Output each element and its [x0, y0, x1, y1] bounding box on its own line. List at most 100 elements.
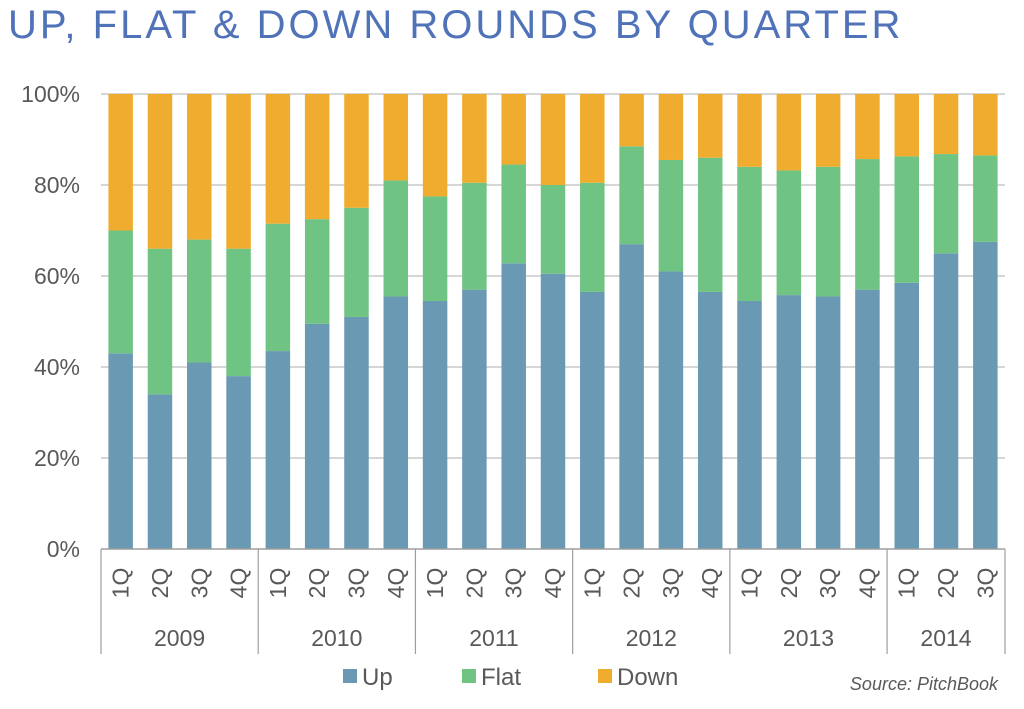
y-tick-label: 40%	[34, 354, 80, 380]
x-tick-label: 4Q	[540, 568, 566, 599]
bar-segment-down	[540, 94, 566, 185]
bar-segment-down	[697, 94, 723, 158]
bar-segment-up	[383, 296, 409, 549]
bar-segment-down	[776, 94, 802, 171]
bar-segment-up	[580, 291, 605, 549]
legend-label-flat: Flat	[481, 664, 521, 691]
y-tick-label: 60%	[34, 263, 80, 289]
x-tick-label: 2Q	[461, 568, 487, 599]
x-tick-label: 4Q	[383, 568, 409, 599]
bar-segment-up	[462, 289, 487, 549]
bar-segment-flat	[344, 207, 369, 317]
bar-segment-up	[815, 296, 841, 549]
bar-segment-flat	[108, 230, 133, 354]
bar-segment-up	[973, 241, 998, 550]
group-label: 2013	[783, 625, 834, 651]
legend-swatch-down	[598, 669, 612, 683]
bar-segment-flat	[265, 223, 291, 352]
x-tick-label: 1Q	[265, 568, 291, 599]
bar-segment-up	[933, 253, 959, 549]
bar-segment-up	[304, 323, 330, 549]
bar-segment-flat	[501, 164, 526, 264]
x-tick-label: 1Q	[108, 568, 134, 599]
x-tick-label: 2Q	[304, 568, 330, 599]
x-tick-label: 1Q	[894, 568, 920, 599]
x-tick-label: 2Q	[619, 568, 645, 599]
bar-segment-up	[344, 316, 369, 549]
bar-segment-down	[619, 94, 644, 147]
bar-segment-down	[108, 94, 133, 231]
bar-segment-up	[894, 282, 919, 549]
y-tick-label: 0%	[47, 536, 80, 562]
bar-segment-down	[855, 94, 880, 160]
legend: Up Flat Down	[343, 664, 678, 691]
bar-segment-flat	[147, 248, 173, 395]
bar-segment-up	[737, 301, 762, 549]
bar-segment-down	[265, 94, 291, 224]
y-tick-label: 20%	[34, 445, 80, 471]
x-tick-label: 3Q	[972, 568, 998, 599]
bar-segment-up	[619, 244, 644, 549]
x-tick-label: 3Q	[658, 568, 684, 599]
bar-segment-up	[226, 376, 251, 549]
x-tick-label: 2Q	[776, 568, 802, 599]
bar-segment-down	[226, 94, 251, 249]
bar-segment-up	[422, 301, 448, 549]
bar-segment-flat	[815, 166, 841, 297]
x-tick-label: 4Q	[854, 568, 880, 599]
bar-segment-flat	[855, 159, 880, 290]
bar-segment-flat	[540, 185, 566, 274]
bar-segment-flat	[894, 156, 919, 283]
legend-label-up: Up	[362, 664, 393, 691]
bar-segment-down	[147, 94, 173, 249]
legend-label-down: Down	[617, 664, 678, 691]
bar-segment-up	[658, 271, 684, 549]
x-tick-label: 4Q	[226, 568, 252, 599]
bar-segment-down	[737, 94, 762, 167]
bars	[108, 94, 998, 550]
bar-segment-flat	[422, 196, 448, 302]
x-tick-label: 2Q	[933, 568, 959, 599]
bar-segment-up	[501, 263, 526, 549]
bar-segment-flat	[973, 155, 998, 242]
bar-segment-down	[501, 94, 526, 165]
x-tick-label: 2Q	[147, 568, 173, 599]
y-tick-label: 80%	[34, 172, 80, 198]
bar-segment-up	[540, 273, 566, 549]
group-label: 2014	[920, 625, 971, 651]
legend-swatch-up	[343, 669, 357, 683]
x-tick-label: 4Q	[697, 568, 723, 599]
x-tick-label: 3Q	[344, 568, 370, 599]
bar-segment-down	[383, 94, 409, 181]
bar-segment-up	[697, 291, 723, 549]
bar-segment-up	[187, 362, 212, 549]
x-tick-label: 1Q	[737, 568, 763, 599]
bar-segment-flat	[658, 159, 684, 272]
bar-segment-flat	[737, 166, 762, 302]
y-axis-ticks: 0% 20% 40% 60% 80% 100%	[21, 81, 80, 562]
group-label: 2011	[469, 625, 518, 651]
bar-segment-flat	[383, 180, 409, 297]
bar-segment-up	[776, 295, 802, 549]
bar-segment-up	[108, 353, 133, 549]
bar-segment-down	[304, 94, 330, 220]
bar-segment-up	[265, 351, 291, 549]
bar-segment-down	[973, 94, 998, 156]
bar-segment-down	[658, 94, 684, 160]
bar-segment-flat	[580, 182, 605, 292]
group-label: 2010	[311, 625, 362, 651]
bar-segment-flat	[462, 182, 487, 290]
bar-segment-flat	[776, 170, 802, 296]
bar-segment-flat	[697, 157, 723, 292]
y-tick-label: 100%	[21, 81, 80, 107]
chart-title: UP, FLAT & DOWN ROUNDS BY QUARTER	[8, 3, 903, 47]
x-tick-label: 1Q	[422, 568, 448, 599]
x-tick-label: 3Q	[501, 568, 527, 599]
bar-segment-flat	[619, 146, 644, 245]
bar-segment-up	[147, 394, 173, 549]
bar-segment-down	[933, 94, 959, 155]
bar-segment-flat	[226, 248, 251, 377]
legend-swatch-flat	[462, 669, 476, 683]
